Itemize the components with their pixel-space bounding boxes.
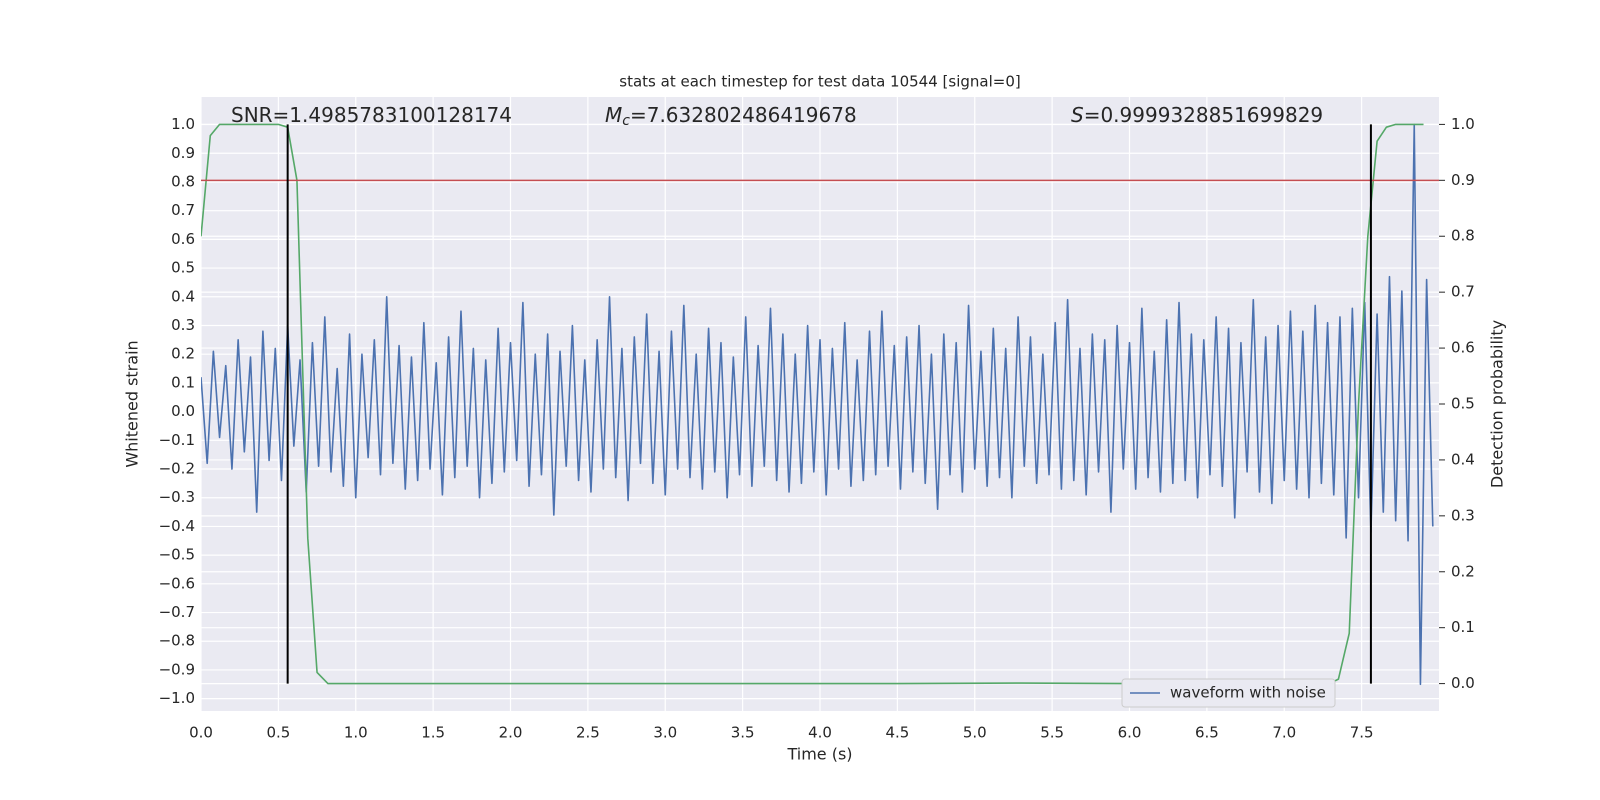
x-tick-label: 1.5 — [421, 724, 445, 742]
x-tick-label: 0.5 — [266, 724, 290, 742]
series-line — [201, 123, 1434, 686]
y-tick-label: 0.1 — [171, 373, 195, 391]
x-axis-label: Time (s) — [786, 745, 852, 764]
y-tick-label: −0.2 — [159, 460, 195, 478]
y-tick-label: −0.9 — [159, 660, 195, 678]
y-tick-label: 0.3 — [171, 316, 195, 334]
y-tick-label: 1.0 — [171, 115, 195, 133]
y-tick-label: 0.8 — [171, 172, 195, 190]
y-tick-label: −0.5 — [159, 546, 195, 564]
annotation: Mc=7.632802486419678 — [605, 103, 857, 130]
y2-tick-label: 0.5 — [1451, 395, 1475, 413]
y-tick-label: 0.5 — [171, 259, 195, 277]
annotation-text: SNR=1.4985783100128174 — [231, 103, 512, 127]
series-line — [201, 123, 1424, 685]
y2-tick-label: 0.8 — [1451, 227, 1475, 245]
y-tick-label: 0.6 — [171, 230, 195, 248]
x-tick-label: 1.0 — [344, 724, 368, 742]
annotation-subscript: c — [622, 113, 630, 129]
y-tick-label: 0.0 — [171, 402, 195, 420]
x-tick-label: 4.5 — [885, 724, 909, 742]
y2-axis-label: Detection probability — [1488, 320, 1507, 488]
y-tick-label: −0.4 — [159, 517, 195, 535]
annotation-symbol: S — [1071, 103, 1084, 127]
y2-tick-label: 0.2 — [1451, 562, 1475, 580]
x-tick-label: 3.5 — [731, 724, 755, 742]
x-tick-label: 5.0 — [963, 724, 987, 742]
y2-tick-label: 0.7 — [1451, 283, 1475, 301]
y-tick-label: 0.7 — [171, 201, 195, 219]
y-tick-label: −0.6 — [159, 574, 195, 592]
y-axis-label: Whitened strain — [123, 340, 142, 467]
y2-tick-label: 0.1 — [1451, 618, 1475, 636]
y-tick-label: −0.1 — [159, 431, 195, 449]
annotation-symbol: M — [605, 103, 622, 127]
x-tick-label: 3.0 — [653, 724, 677, 742]
y-tick-label: 0.2 — [171, 345, 195, 363]
annotation: S=0.9999328851699829 — [1071, 103, 1323, 127]
x-tick-label: 6.5 — [1195, 724, 1219, 742]
x-tick-label: 2.5 — [576, 724, 600, 742]
x-tick-label: 0.0 — [189, 724, 213, 742]
x-tick-label: 6.0 — [1118, 724, 1142, 742]
legend: waveform with noise — [1121, 678, 1336, 708]
y-tick-label: 0.4 — [171, 287, 195, 305]
x-tick-label: 4.0 — [808, 724, 832, 742]
y2-tick-label: 0.6 — [1451, 339, 1475, 357]
x-tick-label: 2.0 — [499, 724, 523, 742]
y-tick-label: −0.8 — [159, 632, 195, 650]
legend-box — [1121, 678, 1336, 708]
y2-tick-label: 1.0 — [1451, 115, 1475, 133]
y2-tick-label: 0.4 — [1451, 450, 1475, 468]
y-tick-label: −0.3 — [159, 488, 195, 506]
annotation: SNR=1.4985783100128174 — [231, 103, 512, 127]
y2-tick-label: 0.9 — [1451, 171, 1475, 189]
x-tick-label: 7.0 — [1272, 724, 1296, 742]
y2-tick-label: 0.3 — [1451, 506, 1475, 524]
y-tick-label: 0.9 — [171, 144, 195, 162]
y-tick-label: −0.7 — [159, 603, 195, 621]
y-tick-label: −1.0 — [159, 689, 195, 707]
annotation-text: =7.632802486419678 — [630, 103, 857, 127]
chart-title: stats at each timestep for test data 105… — [619, 73, 1020, 91]
x-tick-label: 7.5 — [1350, 724, 1374, 742]
y2-tick-label: 0.0 — [1451, 674, 1475, 692]
x-tick-label: 5.5 — [1040, 724, 1064, 742]
legend-label: waveform with noise — [1170, 684, 1326, 702]
annotation-text: =0.9999328851699829 — [1084, 103, 1323, 127]
